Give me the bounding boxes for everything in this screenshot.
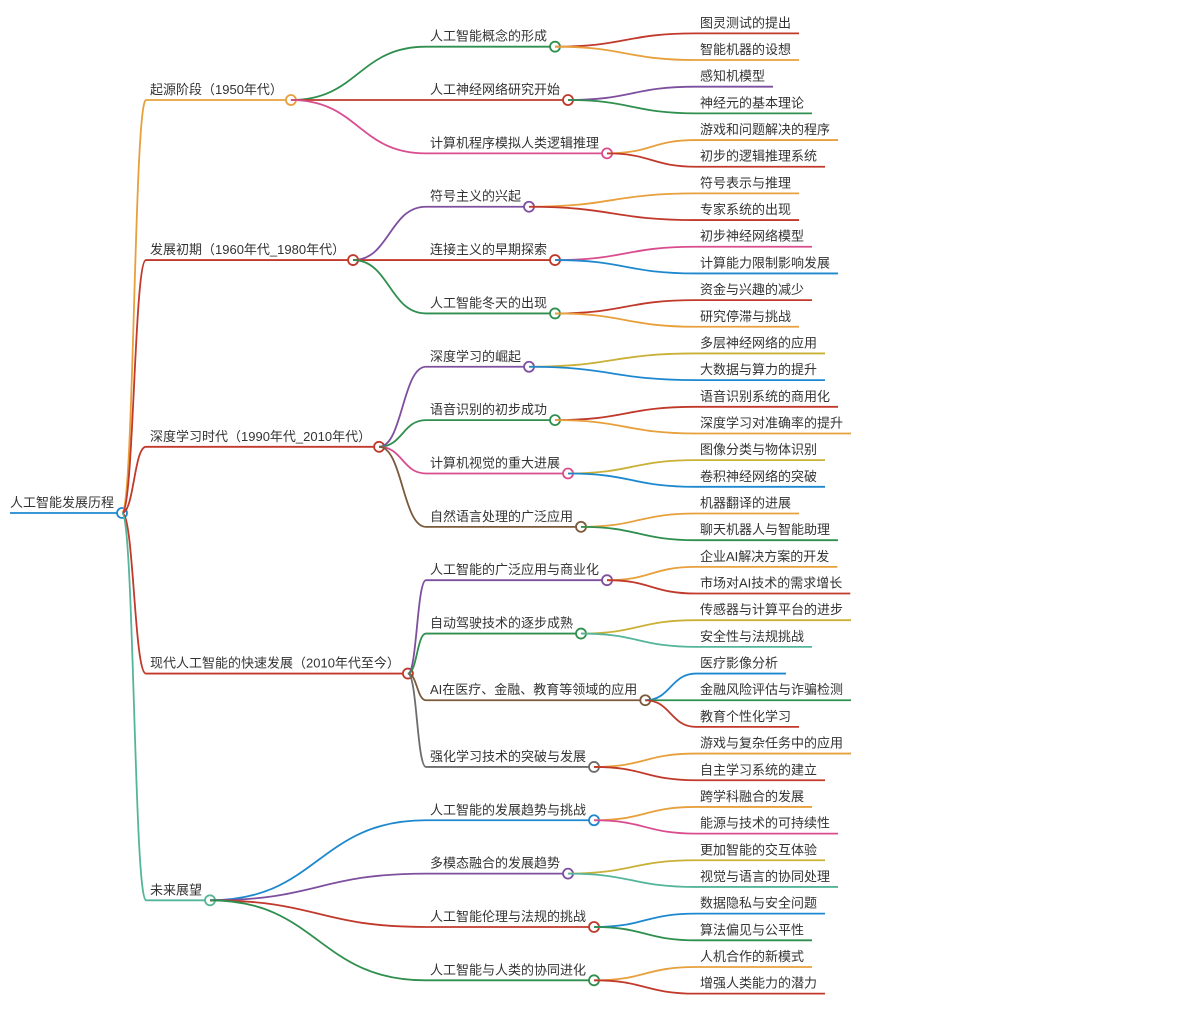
mindmap-node-label: 增强人类能力的潜力 — [700, 976, 817, 991]
mindmap-node-label: 自然语言处理的广泛应用 — [430, 509, 573, 524]
mindmap-node-label: 计算能力限制影响发展 — [700, 255, 830, 270]
mindmap-node-label: 计算机程序模拟人类逻辑推理 — [430, 135, 599, 150]
mindmap-node-label: 专家系统的出现 — [700, 202, 791, 217]
mindmap-node-label: 符号主义的兴起 — [430, 189, 521, 204]
mindmap-node-label: 未来展望 — [150, 882, 202, 897]
mindmap-node-label: 金融风险评估与诈骗检测 — [700, 682, 843, 697]
mindmap-node-label: 多层神经网络的应用 — [700, 335, 817, 350]
mindmap-node-label: 人工智能概念的形成 — [430, 29, 547, 44]
mindmap-node-label: 起源阶段（1950年代） — [150, 82, 283, 97]
mindmap-node-label: 资金与兴趣的减少 — [700, 282, 804, 297]
mindmap-node-label: 初步神经网络模型 — [700, 229, 804, 244]
mindmap-node-label: 人工智能冬天的出现 — [430, 295, 547, 310]
mindmap-node-label: 语音识别系统的商用化 — [700, 389, 830, 404]
mindmap-node-label: 人工神经网络研究开始 — [430, 82, 560, 97]
mindmap-node-label: 研究停滞与挑战 — [700, 309, 791, 324]
mindmap-node-label: 教育个性化学习 — [700, 709, 791, 724]
mindmap-node-label: 聊天机器人与智能助理 — [700, 522, 830, 537]
mindmap-root-label: 人工智能发展历程 — [10, 495, 114, 510]
mindmap-node-label: 游戏和问题解决的程序 — [700, 122, 830, 137]
mindmap-node-label: 大数据与算力的提升 — [700, 362, 817, 377]
mindmap-node-label: 机器翻译的进展 — [700, 496, 791, 511]
mindmap-node-label: 现代人工智能的快速发展（2010年代至今） — [150, 656, 400, 671]
mindmap-node-label: 感知机模型 — [700, 69, 765, 84]
mindmap-node-label: 市场对AI技术的需求增长 — [700, 576, 842, 591]
mindmap-node-label: 安全性与法规挑战 — [700, 629, 804, 644]
mindmap-node-label: 自动驾驶技术的逐步成熟 — [430, 616, 573, 631]
mindmap-node-label: 自主学习系统的建立 — [700, 762, 817, 777]
mindmap-node-label: 传感器与计算平台的进步 — [700, 602, 843, 617]
mindmap-node-label: 多模态融合的发展趋势 — [430, 856, 560, 871]
mindmap-node-label: 人工智能的广泛应用与商业化 — [430, 562, 599, 577]
mindmap-node-label: 语音识别的初步成功 — [430, 402, 547, 417]
mindmap-node-label: 更加智能的交互体验 — [700, 842, 817, 857]
mindmap-node-label: 卷积神经网络的突破 — [700, 469, 817, 484]
mindmap-node-label: 能源与技术的可持续性 — [700, 816, 830, 831]
mindmap-node-label: 初步的逻辑推理系统 — [700, 149, 817, 164]
mindmap-node-label: 深度学习的崛起 — [430, 349, 521, 364]
mindmap-node-label: 智能机器的设想 — [700, 42, 791, 57]
mindmap-node-label: 人工智能伦理与法规的挑战 — [430, 909, 586, 924]
mindmap-node-label: 人工智能的发展趋势与挑战 — [430, 802, 586, 817]
mindmap-node-label: 数据隐私与安全问题 — [700, 896, 817, 911]
mindmap-node-label: 视觉与语言的协同处理 — [700, 869, 830, 884]
mindmap-node-label: 发展初期（1960年代_1980年代） — [150, 242, 345, 257]
mindmap-node-label: 深度学习对准确率的提升 — [700, 415, 843, 430]
mindmap-node-label: 游戏与复杂任务中的应用 — [700, 736, 843, 751]
mindmap-node-label: 计算机视觉的重大进展 — [430, 455, 560, 470]
mindmap-node-label: 跨学科融合的发展 — [700, 789, 804, 804]
mindmap-svg: 人工智能发展历程 起源阶段（1950年代） 人工智能概念的形成 图灵测试的提出智能机器… — [0, 0, 1183, 1027]
mindmap-node-label: 连接主义的早期探索 — [430, 242, 547, 257]
mindmap-node-label: 人机合作的新模式 — [700, 949, 804, 964]
mindmap-node-label: AI在医疗、金融、教育等领域的应用 — [430, 682, 637, 697]
mindmap-node-label: 图像分类与物体识别 — [700, 442, 817, 457]
mindmap-node-label: 神经元的基本理论 — [700, 95, 804, 110]
mindmap-node-label: 强化学习技术的突破与发展 — [430, 749, 586, 764]
mindmap-node-label: 人工智能与人类的协同进化 — [430, 962, 586, 977]
mindmap-node-label: 医疗影像分析 — [700, 656, 778, 671]
mindmap-node-label: 深度学习时代（1990年代_2010年代） — [150, 429, 371, 444]
mindmap-node-label: 算法偏见与公平性 — [700, 922, 804, 937]
mindmap-node-label: 图灵测试的提出 — [700, 15, 791, 30]
mindmap-node-label: 企业AI解决方案的开发 — [700, 549, 829, 564]
mindmap-node-label: 符号表示与推理 — [700, 175, 791, 190]
